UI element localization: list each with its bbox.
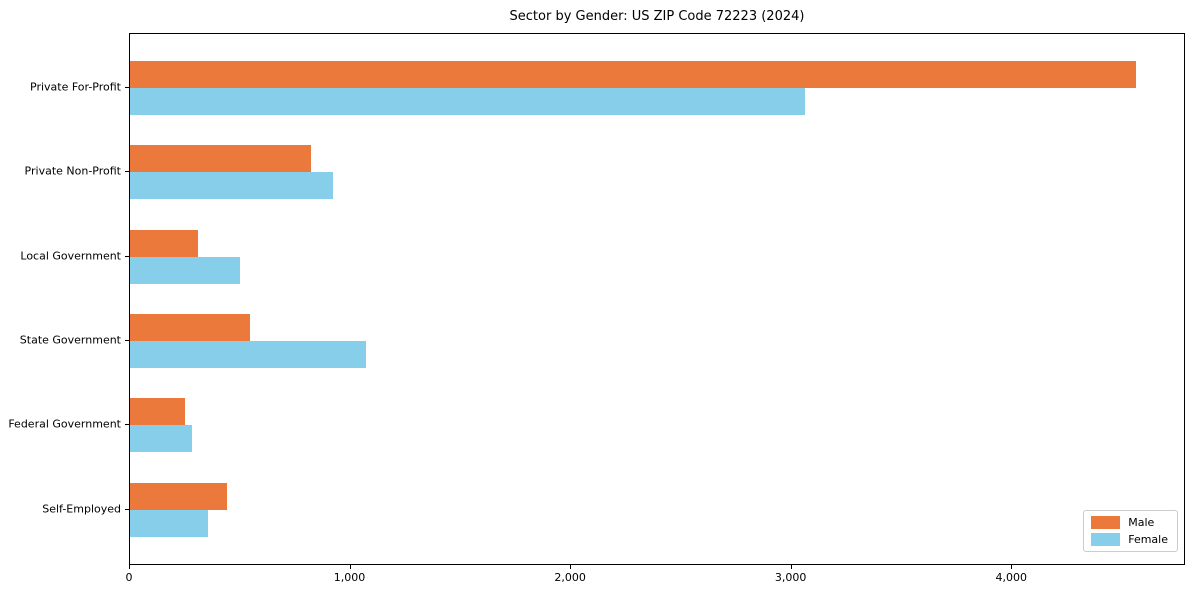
x-tick-label-0: 0 <box>125 571 133 584</box>
y-axis-label-private-non-profit: Private Non-Profit <box>24 164 121 178</box>
legend-label-female: Female <box>1128 533 1168 546</box>
bar-male-federal-government <box>130 398 186 426</box>
y-axis-label-private-for-profit: Private For-Profit <box>30 80 121 94</box>
x-tick-mark <box>570 565 572 569</box>
x-tick-label-1-000: 1,000 <box>333 571 366 584</box>
bar-female-local-government <box>130 256 241 284</box>
bar-male-private-non-profit <box>130 145 311 173</box>
x-tick-label-3-000: 3,000 <box>774 571 807 584</box>
legend-entry-female: Female <box>1091 533 1168 546</box>
legend-swatch-male <box>1091 516 1121 529</box>
legend-label-male: Male <box>1128 516 1155 529</box>
x-tick-mark <box>1011 565 1013 569</box>
bar-female-federal-government <box>130 425 192 453</box>
bar-female-private-for-profit <box>130 88 805 115</box>
y-tick-mark <box>125 255 129 257</box>
y-tick-mark <box>125 508 129 510</box>
y-axis-label-federal-government: Federal Government <box>8 417 121 431</box>
bar-female-private-non-profit <box>130 172 333 200</box>
legend: Male Female <box>1083 510 1178 552</box>
x-tick-label-2-000: 2,000 <box>554 571 586 584</box>
bar-female-self-employed <box>130 509 209 537</box>
bar-male-private-for-profit <box>130 61 1136 88</box>
y-axis-label-state-government: State Government <box>19 333 121 347</box>
bar-female-state-government <box>130 340 366 368</box>
bar-male-self-employed <box>130 482 228 510</box>
x-tick-label-4-000: 4,000 <box>995 571 1027 584</box>
bar-male-local-government <box>130 229 199 257</box>
bar-male-state-government <box>130 313 251 341</box>
chart-title: Sector by Gender: US ZIP Code 72223 (202… <box>509 9 805 24</box>
y-tick-mark <box>125 424 129 426</box>
y-tick-mark <box>125 87 129 88</box>
x-tick-mark <box>129 565 130 569</box>
plot-area: Male Female <box>129 33 1185 565</box>
legend-entry-male: Male <box>1091 516 1168 529</box>
x-tick-mark <box>790 565 792 569</box>
y-axis-label-local-government: Local Government <box>20 249 121 263</box>
x-tick-mark <box>349 565 351 569</box>
legend-swatch-female <box>1091 533 1121 546</box>
y-tick-mark <box>125 339 129 341</box>
y-axis-label-self-employed: Self-Employed <box>42 502 121 515</box>
y-tick-mark <box>125 171 129 173</box>
